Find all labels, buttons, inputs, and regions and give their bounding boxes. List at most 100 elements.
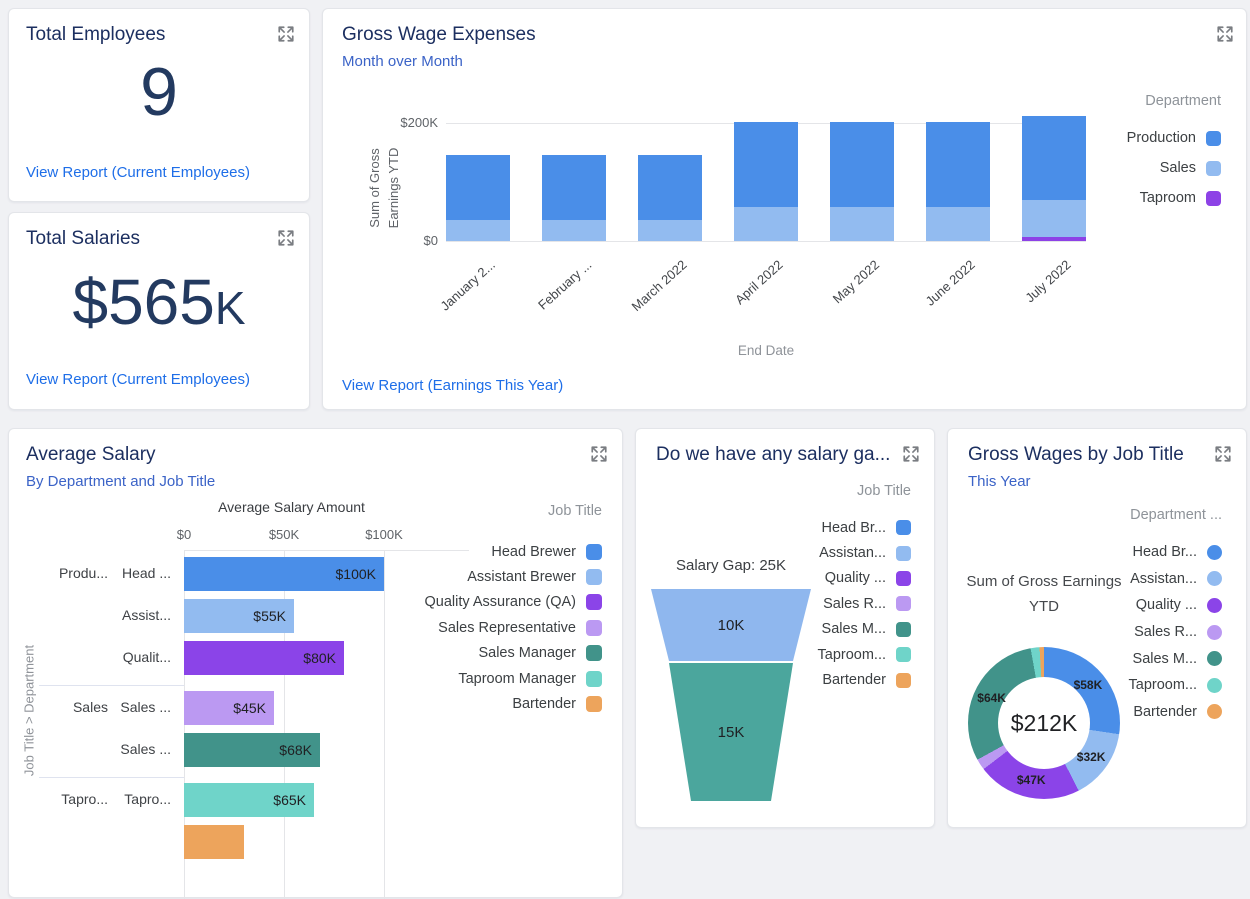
- legend-swatch: [586, 543, 602, 560]
- salary-amount: $565: [72, 266, 215, 338]
- legend-swatch-circle: [1207, 597, 1222, 613]
- slice-value-label: $32K: [1076, 749, 1106, 764]
- legend-item[interactable]: Sales Manager: [478, 641, 602, 666]
- value-bar[interactable]: $65K: [184, 783, 314, 817]
- legend-item[interactable]: Assistan...: [1130, 566, 1222, 593]
- bar-segment-production: [830, 121, 894, 208]
- gridline: [384, 550, 385, 899]
- legend-item[interactable]: Sales M...: [822, 617, 911, 642]
- legend-item-label: Quality Assurance (QA): [424, 594, 577, 611]
- legend-swatch: [586, 569, 602, 586]
- chart-legend: Department ... Head Br... Assistan... Quali…: [1129, 507, 1222, 726]
- legend-swatch: [1206, 130, 1221, 146]
- legend-title: Job Title: [548, 503, 602, 519]
- legend-item[interactable]: Bartender: [512, 691, 602, 716]
- expand-icon[interactable]: [277, 229, 295, 247]
- legend-swatch: [896, 520, 911, 536]
- legend-item-label: Assistant Brewer: [467, 569, 576, 586]
- salary-amount-suffix: K: [214, 282, 246, 334]
- legend-swatch: [586, 594, 602, 611]
- funnel-segment[interactable]: 15K: [669, 663, 793, 801]
- legend-swatch-circle: [1207, 651, 1222, 667]
- stacked-bar[interactable]: [446, 155, 510, 241]
- job-title-label: Head ...: [121, 565, 171, 581]
- value-bar[interactable]: $100K: [184, 557, 384, 591]
- x-axis-title: End Date: [737, 343, 795, 358]
- expand-icon[interactable]: [1214, 445, 1232, 463]
- value-bar[interactable]: $68K: [184, 733, 320, 767]
- value-bar[interactable]: [184, 825, 244, 859]
- dept-label: Produ...: [58, 565, 108, 581]
- stacked-bar[interactable]: [638, 155, 702, 241]
- legend-item[interactable]: Head Br...: [822, 515, 911, 540]
- legend-item[interactable]: Sales Representative: [438, 615, 602, 640]
- gross-wage-expenses-card: Gross Wage Expenses Month over Month Sum…: [322, 8, 1247, 410]
- card-title: Gross Wages by Job Title: [968, 444, 1184, 465]
- legend-item[interactable]: Taproom...: [1129, 672, 1222, 699]
- total-employees-value: 9: [140, 54, 178, 130]
- legend-item[interactable]: Bartender: [1133, 699, 1222, 726]
- legend-item[interactable]: Quality Assurance (QA): [424, 590, 602, 615]
- stacked-bar[interactable]: [830, 121, 894, 241]
- legend-swatch: [896, 545, 911, 561]
- legend-item[interactable]: Sales R...: [1134, 619, 1222, 646]
- bar-segment-sales: [446, 219, 510, 241]
- legend-item-label: Production: [1126, 130, 1196, 146]
- value-bar[interactable]: $80K: [184, 641, 344, 675]
- stacked-bar[interactable]: [926, 121, 990, 241]
- expand-icon[interactable]: [1216, 25, 1234, 43]
- legend-item[interactable]: Taproom Manager: [458, 666, 602, 691]
- legend-item-label: Taproom: [1139, 190, 1196, 206]
- legend-item-label: Head Brewer: [491, 543, 576, 560]
- stacked-bar[interactable]: [734, 121, 798, 241]
- legend-item[interactable]: Production: [1127, 123, 1221, 153]
- legend-item-label: Bartender: [512, 696, 576, 713]
- total-salaries-value: $565K: [9, 265, 309, 339]
- slice-value-label: $58K: [1073, 678, 1103, 693]
- legend-item[interactable]: Assistant Brewer: [467, 564, 602, 589]
- view-report-link[interactable]: View Report (Earnings This Year): [342, 377, 564, 394]
- legend-swatch-circle: [1207, 544, 1222, 560]
- chart-caption: Sum of Gross Earnings YTD: [966, 573, 1122, 615]
- stacked-bar[interactable]: [1022, 115, 1086, 241]
- salary-gap-card: Do we have any salary ga... Salary Gap: …: [635, 428, 935, 828]
- legend-item[interactable]: Head Brewer: [491, 539, 602, 564]
- legend-item-label: Assistan...: [819, 545, 886, 562]
- legend-item-label: Assistan...: [1130, 570, 1197, 587]
- legend-item-label: Head Br...: [1132, 544, 1197, 561]
- funnel-annotation: Salary Gap: 25K: [675, 557, 787, 574]
- group-separator: [39, 685, 184, 686]
- legend-item-label: Taproom...: [817, 646, 887, 663]
- expand-icon[interactable]: [277, 25, 295, 43]
- bars-area: [446, 115, 1086, 241]
- legend-item[interactable]: Bartender: [822, 667, 911, 692]
- legend-item[interactable]: Sales: [1160, 153, 1221, 183]
- expand-icon[interactable]: [902, 445, 920, 463]
- slice-value-label: $64K: [977, 691, 1006, 706]
- job-title-label: Sales ...: [120, 741, 171, 757]
- expand-icon[interactable]: [590, 445, 608, 463]
- legend-swatch: [896, 672, 911, 688]
- chart-legend: Job Title Head Br... Assistan... Quality ..…: [817, 483, 911, 693]
- legend-item[interactable]: Quality ...: [1136, 592, 1222, 619]
- legend-swatch-circle: [1207, 704, 1222, 720]
- value-bar[interactable]: $45K: [184, 691, 274, 725]
- legend-item[interactable]: Taproom: [1140, 183, 1221, 213]
- funnel-segment[interactable]: 10K: [651, 589, 811, 661]
- legend-item[interactable]: Sales R...: [823, 591, 911, 616]
- funnel-segment-label: 10K: [717, 616, 745, 634]
- legend-swatch: [896, 596, 911, 612]
- legend-item[interactable]: Head Br...: [1133, 539, 1222, 566]
- legend-item[interactable]: Quality ...: [825, 566, 911, 591]
- bar-segment-taproom: [1022, 236, 1086, 241]
- value-bar[interactable]: $55K: [184, 599, 294, 633]
- view-report-link[interactable]: View Report (Current Employees): [26, 371, 250, 388]
- legend-item[interactable]: Taproom...: [817, 642, 911, 667]
- bar-value-label: $55K: [253, 608, 286, 624]
- legend-item[interactable]: Sales M...: [1133, 645, 1222, 672]
- view-report-link[interactable]: View Report (Current Employees): [26, 164, 250, 181]
- card-title: Total Employees: [26, 24, 166, 45]
- legend-item[interactable]: Assistan...: [819, 540, 911, 565]
- legend-title: Job Title: [857, 483, 911, 499]
- stacked-bar[interactable]: [542, 155, 606, 241]
